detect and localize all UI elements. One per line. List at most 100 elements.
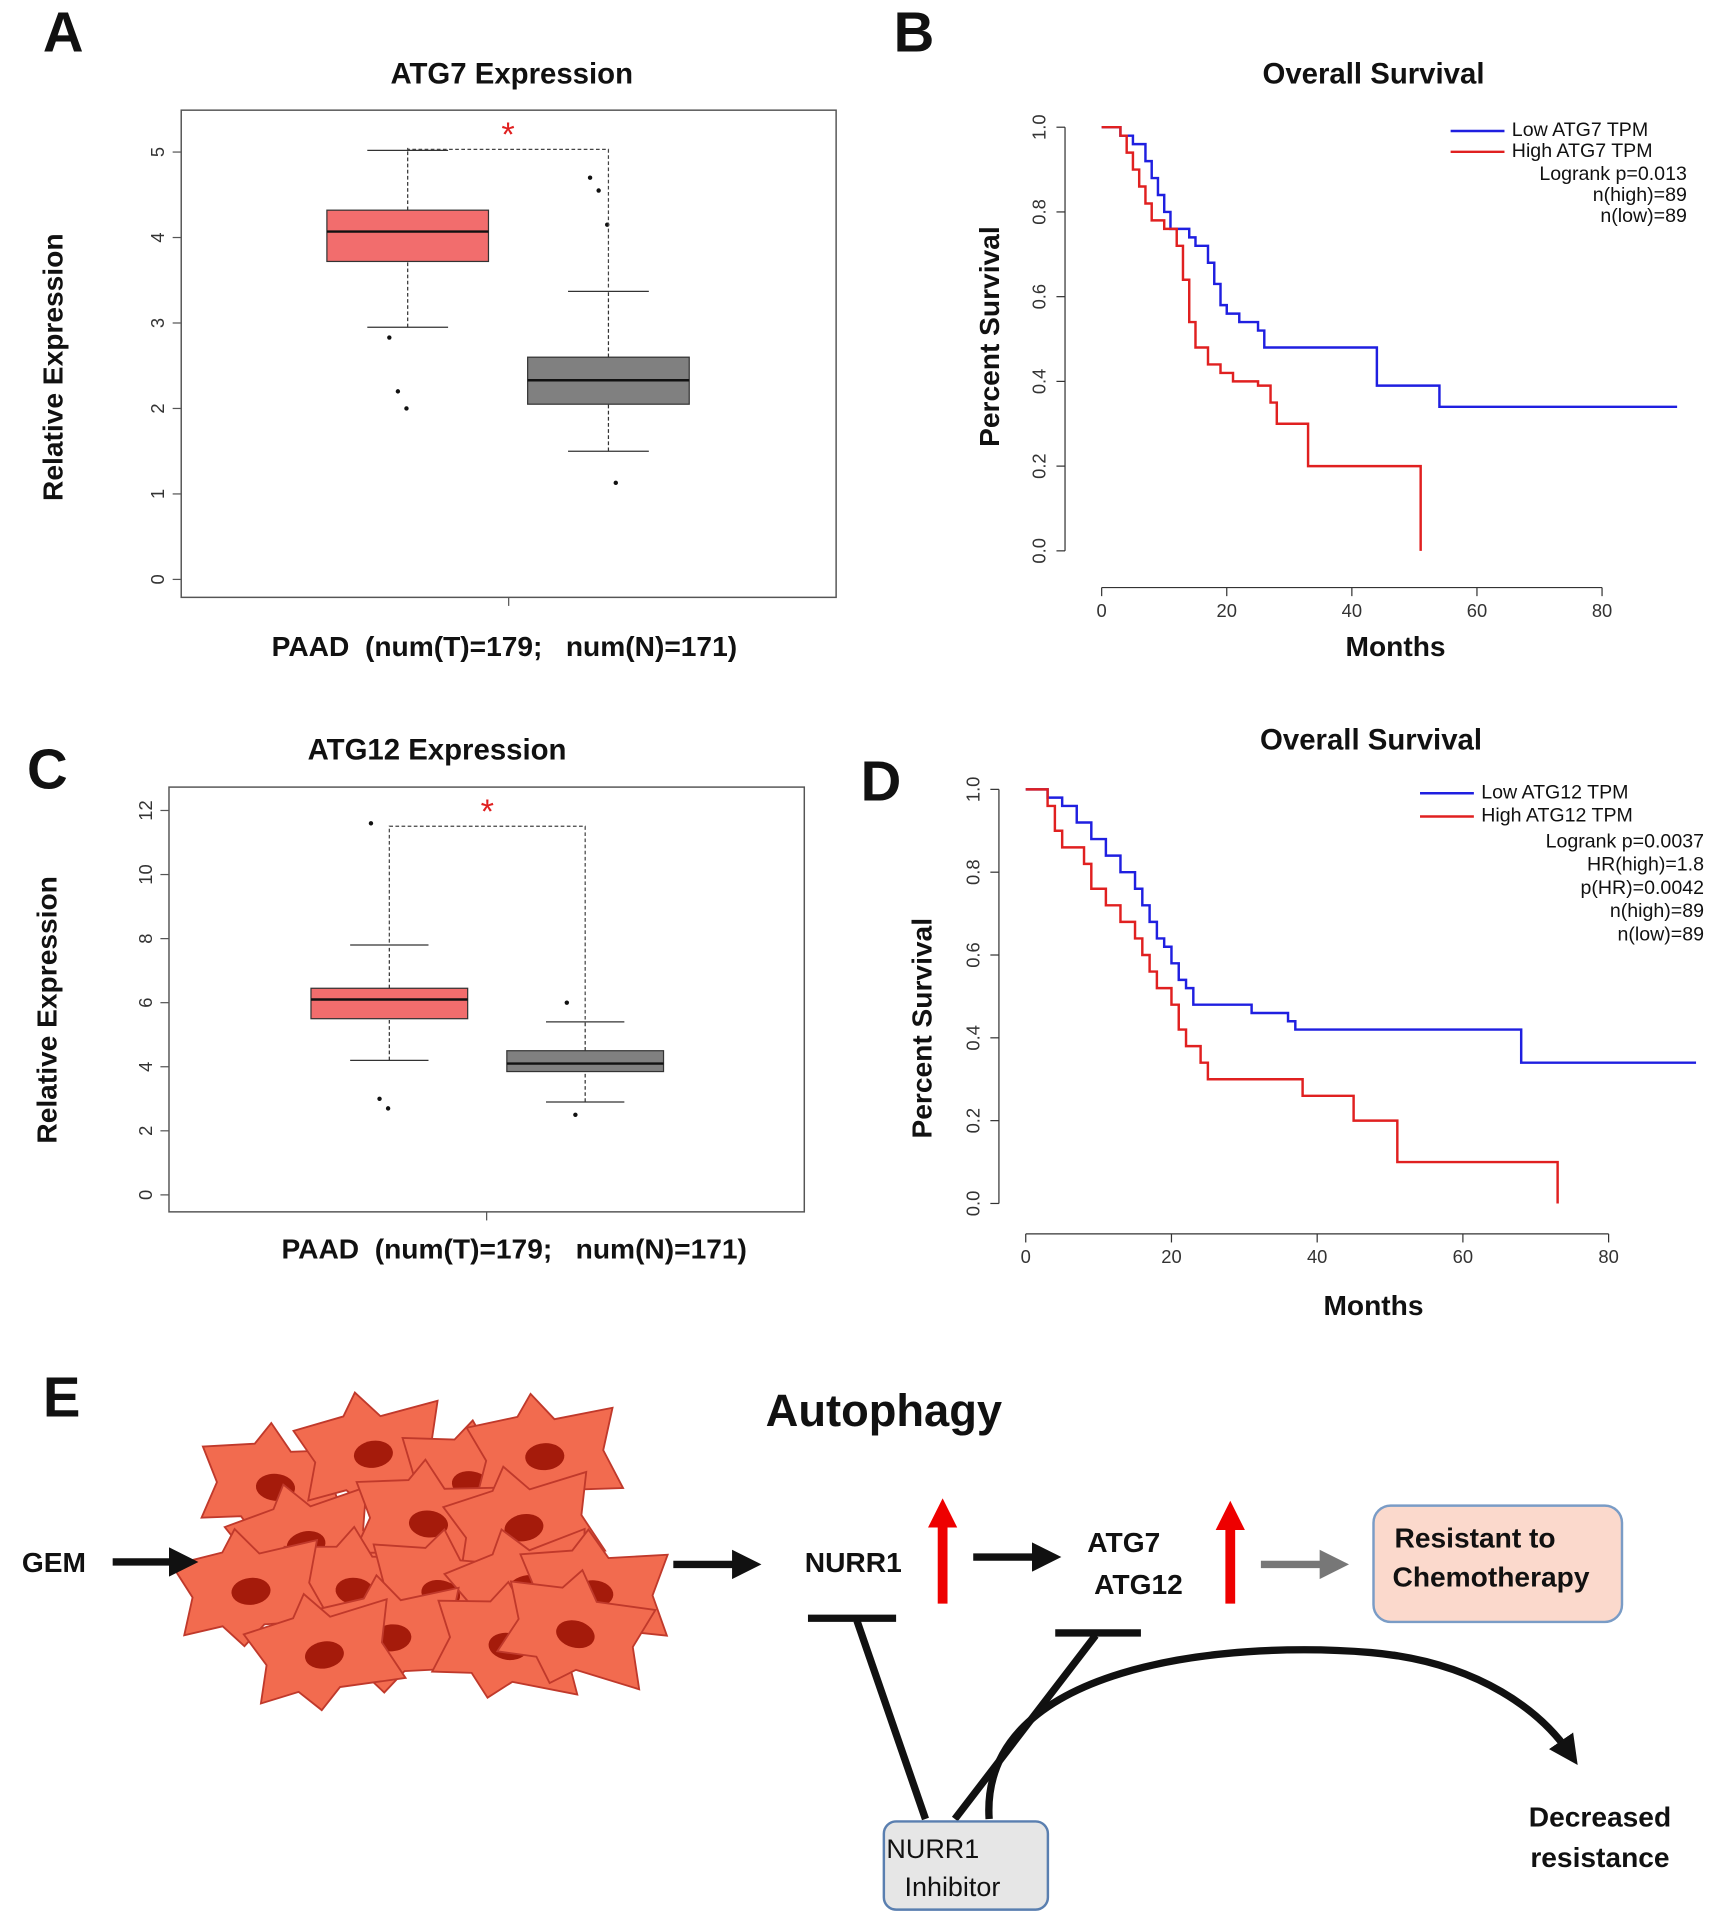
- nucleus: [525, 1443, 565, 1471]
- y-tick-label: 0: [135, 1190, 156, 1200]
- chart-panel: A ATG7 Expression Relative Expression PAAD …: [38, 1, 837, 662]
- cell: [242, 1592, 408, 1712]
- box: [506, 1050, 665, 1073]
- x-tick-label: 20: [1217, 600, 1237, 621]
- survival-curve: [1101, 125, 1678, 409]
- nucleus: [556, 1620, 595, 1649]
- gem-label: GEM: [22, 1547, 86, 1578]
- outlier: [613, 480, 618, 486]
- chart-title: Overall Survival: [1263, 58, 1485, 91]
- x-axis-label: Months: [1323, 1290, 1423, 1321]
- x-axis-label: PAAD (num(T)=179; num(N)=171): [272, 631, 737, 662]
- y-tick-label: 8: [135, 934, 156, 944]
- x-tick-label: 20: [1161, 1246, 1181, 1267]
- outcome-label: Chemotherapy: [1392, 1562, 1589, 1593]
- outlier: [564, 1000, 570, 1005]
- inhibit-line: [853, 1619, 929, 1821]
- y-tick-label: 12: [135, 800, 156, 820]
- x-tick-label: 80: [1598, 1246, 1618, 1267]
- inhibitor-box: [882, 1820, 1050, 1911]
- y-tick-label: 0.4: [962, 1025, 983, 1051]
- cell-cluster: [170, 1391, 669, 1712]
- outcome-box: [1372, 1504, 1624, 1624]
- nucleus: [231, 1577, 271, 1605]
- y-tick-label: 3: [147, 318, 168, 328]
- y-axis-label: Relative Expression: [38, 233, 69, 500]
- gene-label: ATG7: [1087, 1527, 1160, 1558]
- legend-note: Logrank p=0.013: [1539, 163, 1687, 185]
- outlier: [404, 406, 409, 411]
- x-tick-label: 60: [1467, 600, 1487, 621]
- nucleus: [408, 1510, 449, 1538]
- nucleus: [353, 1440, 393, 1468]
- box: [326, 209, 490, 263]
- y-tick-label: 2: [135, 1126, 156, 1136]
- y-tick-label: 0.6: [962, 942, 983, 968]
- x-tick-label: 0: [1097, 600, 1107, 621]
- x-axis-label: Months: [1346, 631, 1446, 662]
- cell: [495, 1568, 657, 1691]
- y-tick-label: 0.0: [1028, 538, 1049, 564]
- panel-letter: E: [43, 1365, 81, 1428]
- box: [310, 987, 469, 1020]
- y-tick-label: 1.0: [1028, 114, 1049, 140]
- y-tick-label: 6: [135, 998, 156, 1008]
- outlier: [573, 1112, 578, 1118]
- y-tick-label: 0.2: [1028, 453, 1049, 479]
- y-tick-label: 0.8: [1028, 199, 1049, 225]
- significance: *: [501, 116, 514, 154]
- chart-panel: D Overall Survival Percent Survival Months 0…: [861, 724, 1705, 1321]
- legend-label: High ATG12 TPM: [1481, 805, 1633, 827]
- x-tick-label: 60: [1453, 1246, 1473, 1267]
- outlier: [385, 1106, 391, 1111]
- legend-note: HR(high)=1.8: [1587, 854, 1704, 876]
- gene-label: ATG12: [1094, 1569, 1183, 1600]
- legend-note: n(low)=89: [1617, 923, 1704, 945]
- y-axis-label: Percent Survival: [974, 226, 1005, 447]
- y-tick-label: 5: [147, 147, 168, 157]
- inhibitor-label: NURR1: [886, 1834, 979, 1864]
- inhibitor-label: Inhibitor: [905, 1872, 1001, 1902]
- panel-letter: C: [27, 738, 68, 801]
- x-axis-label: PAAD (num(T)=179; num(N)=171): [281, 1233, 746, 1264]
- significance-bracket: [388, 825, 586, 1020]
- y-tick-label: 1.0: [962, 777, 983, 803]
- legend-note: n(low)=89: [1600, 205, 1687, 227]
- nurr1-label: NURR1: [805, 1547, 902, 1578]
- x-tick-label: 40: [1342, 600, 1362, 621]
- y-tick-label: 4: [135, 1062, 156, 1072]
- y-tick-label: 0.2: [962, 1108, 983, 1134]
- result-label: Decreased: [1529, 1801, 1671, 1832]
- outlier: [395, 389, 401, 394]
- y-axis-label: Relative Expression: [31, 876, 62, 1143]
- outlier: [596, 188, 601, 193]
- x-tick-label: 40: [1307, 1246, 1327, 1267]
- chart-panel: B Overall Survival Percent Survival Months 0…: [894, 1, 1687, 663]
- panel-letter: D: [861, 750, 902, 813]
- nucleus: [504, 1513, 544, 1542]
- legend-label: Low ATG7 TPM: [1512, 119, 1648, 141]
- y-tick-label: 0.0: [962, 1191, 983, 1217]
- y-tick-label: 0.6: [1028, 284, 1049, 310]
- curved-arrow: [985, 1646, 1578, 1820]
- panel-letter: B: [894, 1, 935, 64]
- significance-bracket: [407, 147, 610, 289]
- outlier: [587, 175, 593, 180]
- y-tick-label: 4: [147, 232, 168, 242]
- plot-frame: [180, 109, 837, 599]
- y-tick-label: 0.8: [962, 859, 983, 885]
- survival-curve: [1101, 125, 1422, 551]
- y-tick-label: 0.4: [1028, 369, 1049, 395]
- outlier: [377, 1096, 382, 1101]
- legend-note: Logrank p=0.0037: [1546, 830, 1704, 852]
- y-tick-label: 1: [147, 489, 168, 499]
- outlier: [368, 821, 374, 826]
- survival-curve: [1025, 788, 1697, 1064]
- outlier: [387, 335, 392, 340]
- diagram: E Autophagy GEM NURR1 ATG7 ATG12 Resista…: [22, 1365, 1671, 1911]
- diagram-title: Autophagy: [766, 1385, 1002, 1436]
- y-tick-label: 10: [135, 864, 156, 884]
- legend-label: High ATG7 TPM: [1512, 140, 1653, 162]
- cell: [170, 1527, 332, 1648]
